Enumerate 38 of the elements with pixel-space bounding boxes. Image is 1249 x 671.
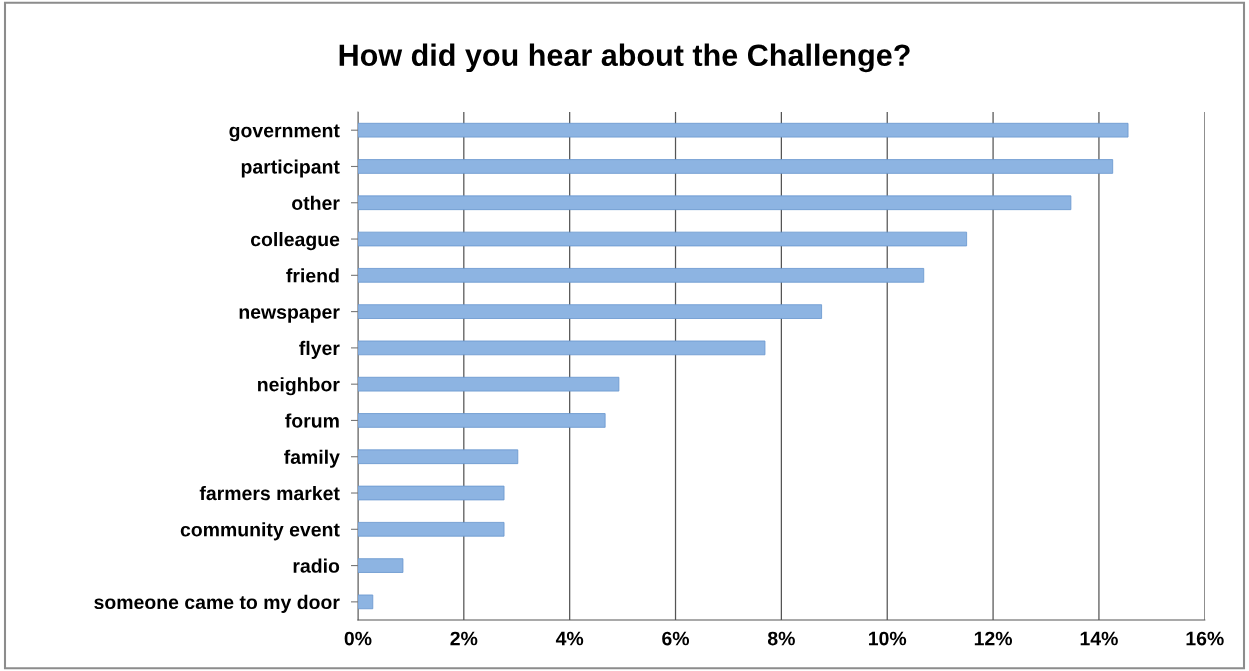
y-tick-label: someone came to my door	[94, 594, 340, 613]
x-tick-label: 10%	[868, 631, 907, 646]
y-tick-label: participant	[241, 159, 340, 178]
bar	[357, 231, 968, 247]
y-tick-label: radio	[293, 558, 340, 573]
x-tick-label: 0%	[344, 631, 372, 646]
bar	[357, 594, 374, 610]
y-tick-label: colleague	[250, 232, 340, 251]
y-tick-label: forum	[285, 413, 339, 428]
chart-title: How did you hear about the Challenge?	[339, 43, 910, 73]
x-tick-label: 16%	[1186, 631, 1224, 646]
bar	[357, 485, 505, 501]
bar	[357, 304, 823, 319]
bar	[357, 340, 766, 356]
y-tick-label: neighbor	[258, 377, 340, 396]
y-tick-label: other	[292, 195, 340, 210]
x-tick-label: 12%	[974, 631, 1013, 646]
bar	[357, 558, 404, 573]
y-tick-label: family	[284, 449, 340, 468]
x-tick-label: 14%	[1080, 631, 1118, 646]
y-tick-label: government	[229, 124, 340, 142]
y-tick-label: friend	[286, 268, 339, 283]
bar	[357, 413, 606, 428]
x-tick-label: 4%	[555, 631, 584, 646]
bar	[357, 449, 519, 465]
bar	[357, 521, 505, 537]
x-tick-label: 8%	[767, 631, 795, 646]
bar	[357, 195, 1072, 211]
bar	[357, 376, 620, 392]
y-tick-label: community event	[180, 522, 340, 541]
bar	[357, 159, 1114, 174]
y-tick-label: newspaper	[239, 308, 340, 323]
x-tick-label: 6%	[662, 631, 690, 646]
bar	[357, 122, 1129, 138]
x-tick-label: 2%	[450, 631, 478, 646]
y-tick-label: farmers market	[199, 485, 340, 501]
bar	[357, 268, 925, 283]
y-tick-label: flyer	[299, 340, 340, 359]
